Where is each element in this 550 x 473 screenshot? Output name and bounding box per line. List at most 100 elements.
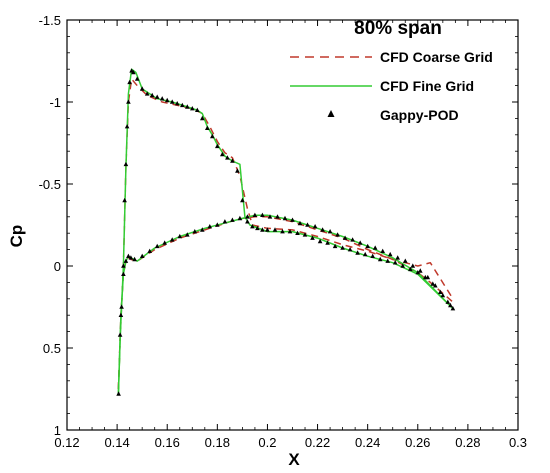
gappy-pod-marker xyxy=(128,255,134,260)
gappy-pod-marker xyxy=(418,268,423,273)
legend-label-gappy-pod: Gappy-POD xyxy=(380,107,459,123)
gappy-pod-marker xyxy=(123,258,129,263)
gappy-pod-marker xyxy=(154,94,160,99)
gappy-pod-marker xyxy=(122,197,127,203)
gappy-pod-marker xyxy=(438,289,443,294)
gappy-pod-marker xyxy=(200,227,205,232)
gappy-pod-marker xyxy=(450,306,456,311)
gappy-pod-marker xyxy=(320,227,325,232)
gappy-pod-marker xyxy=(255,225,260,231)
gappy-pod-marker xyxy=(134,76,140,81)
y-tick-label: 1 xyxy=(54,423,61,438)
gappy-pod-marker xyxy=(380,248,385,253)
gappy-pod-marker xyxy=(282,215,288,221)
gappy-pod-marker xyxy=(297,220,303,226)
x-tick-label: 0.3 xyxy=(509,435,527,450)
gappy-pod-marker xyxy=(180,102,185,108)
gappy-pod-marker xyxy=(195,107,200,112)
gappy-pod-marker xyxy=(215,222,220,227)
gappy-pod-marker xyxy=(310,235,315,240)
gappy-pod-marker xyxy=(350,237,355,242)
gappy-pod-marker xyxy=(117,332,123,337)
x-tick-label: 0.22 xyxy=(305,435,330,450)
gappy-pod-marker xyxy=(275,214,280,219)
legend: CFD Coarse Grid CFD Fine Grid Gappy-POD xyxy=(290,49,493,123)
x-tick-label: 0.24 xyxy=(355,435,380,450)
gappy-pod-marker xyxy=(267,214,273,219)
gappy-pod-marker xyxy=(317,238,323,244)
gappy-pod-marker xyxy=(215,143,220,149)
gappy-pod-marker xyxy=(410,263,416,268)
gappy-pod-marker xyxy=(169,237,175,242)
gappy-pod-marker xyxy=(230,217,235,222)
gappy-pod-marker xyxy=(159,96,165,101)
gappy-pod-marker xyxy=(415,270,421,275)
gappy-pod-marker xyxy=(121,271,126,276)
gappy-pod-marker xyxy=(250,224,255,229)
gappy-pod-marker xyxy=(265,227,270,232)
gappy-pod-marker xyxy=(237,215,243,221)
gappy-pod-marker xyxy=(370,253,375,258)
legend-label-fine-grid: CFD Fine Grid xyxy=(380,78,474,94)
x-axis-title: X xyxy=(288,450,300,469)
x-tick-label: 0.26 xyxy=(405,435,430,450)
gappy-pod-marker xyxy=(147,248,152,253)
x-tick-label: 0.16 xyxy=(155,435,180,450)
gappy-pod-marker xyxy=(272,227,278,232)
gappy-pod-marker xyxy=(190,106,195,111)
gappy-pod-marker xyxy=(290,217,295,222)
gappy-pod-marker xyxy=(400,263,405,268)
x-tick-label: 0.28 xyxy=(455,435,480,450)
gappy-pod-marker xyxy=(139,86,145,91)
x-tick-label: 0.18 xyxy=(205,435,230,450)
gappy-pod-marker xyxy=(169,99,175,104)
gappy-pod-marker xyxy=(430,281,436,286)
gappy-pod-marker xyxy=(164,97,170,103)
gappy-pod-marker xyxy=(154,243,160,249)
gappy-pod-marker xyxy=(403,258,408,263)
gappy-pod-marker xyxy=(225,155,230,160)
gappy-pod-marker xyxy=(245,219,250,224)
x-tick-label: 0.12 xyxy=(54,435,79,450)
gappy-pod-marker xyxy=(385,258,390,263)
gappy-pod-marker xyxy=(132,256,137,262)
gappy-pod-marker xyxy=(207,224,213,229)
gappy-pod-marker xyxy=(260,212,265,217)
gappy-pod-marker xyxy=(440,292,446,298)
gappy-pod-marker xyxy=(185,232,190,237)
gappy-pod-marker xyxy=(448,302,453,308)
gappy-pod-marker xyxy=(387,251,393,257)
gappy-pod-marker xyxy=(312,224,318,229)
gappy-pod-marker xyxy=(325,240,330,245)
series-layer xyxy=(116,68,456,396)
gappy-pod-marker xyxy=(149,92,155,98)
gappy-pod-marker xyxy=(355,250,360,255)
y-tick-label: -0.5 xyxy=(39,177,61,192)
gappy-pod-marker xyxy=(240,197,245,203)
gappy-pod-marker xyxy=(408,266,413,272)
gappy-pod-marker xyxy=(121,263,126,268)
gappy-pod-marker xyxy=(192,229,198,234)
gappy-pod-marker xyxy=(230,158,235,163)
legend-marker-gappy-pod xyxy=(327,110,335,117)
gappy-pod-marker xyxy=(362,251,368,257)
gappy-pod-marker xyxy=(139,253,145,258)
gappy-pod-marker xyxy=(335,232,340,237)
gappy-pod-marker xyxy=(332,243,338,249)
gappy-pod-marker xyxy=(347,247,353,252)
gappy-pod-marker xyxy=(302,232,308,237)
y-tick-label: -1.5 xyxy=(39,13,61,28)
gappy-pod-marker xyxy=(395,255,400,260)
gappy-pod-marker xyxy=(118,312,124,317)
x-tick-label: 0.2 xyxy=(258,435,276,450)
gappy-pod-marker xyxy=(200,115,205,121)
y-tick-label: -1 xyxy=(49,95,61,110)
gappy-pod-marker xyxy=(131,69,136,75)
gappy-pod-marker xyxy=(260,227,265,232)
gappy-pod-marker xyxy=(123,161,129,167)
gappy-pod-marker xyxy=(252,212,258,217)
gappy-pod-marker xyxy=(433,283,438,288)
